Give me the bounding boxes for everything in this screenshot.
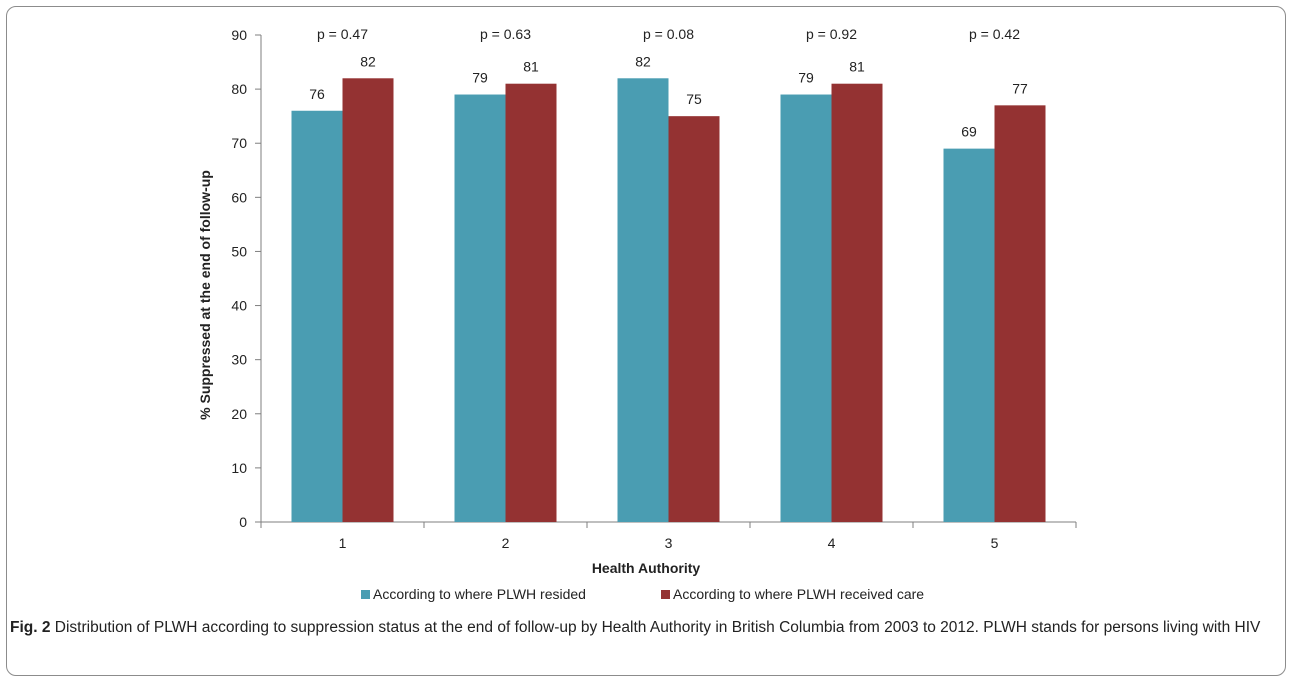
data-label: 82 [635, 53, 651, 69]
x-axis-label: Health Authority [592, 560, 701, 576]
bar-series-2 [831, 83, 883, 522]
bar-series-1 [617, 78, 669, 523]
legend-swatch [361, 590, 370, 599]
legend-label: According to where PLWH resided [373, 586, 586, 602]
data-label: 77 [1012, 80, 1028, 96]
bar-series-1 [943, 148, 995, 522]
y-tick-label: 20 [231, 406, 247, 422]
data-label: 76 [309, 86, 325, 102]
p-value-annotation: p = 0.42 [969, 26, 1020, 42]
data-label: 79 [472, 70, 488, 86]
figure-caption: Fig. 2 Distribution of PLWH according to… [10, 617, 1276, 638]
p-value-annotation: p = 0.92 [806, 26, 857, 42]
x-tick-label: 2 [502, 535, 510, 551]
x-tick-label: 3 [665, 535, 673, 551]
legend-swatch [661, 590, 670, 599]
p-value-annotation: p = 0.63 [480, 26, 531, 42]
bar-series-1 [291, 110, 343, 522]
y-tick-label: 90 [231, 27, 247, 43]
data-label: 75 [686, 91, 702, 107]
data-label: 81 [523, 59, 539, 75]
legend-label: According to where PLWH received care [673, 586, 924, 602]
bar-chart: 0 10 20 30 40 50 60 70 80 90 1 p = 0.47 76 82 2 p = 0.… [197, 26, 1077, 602]
y-tick-label: 10 [231, 460, 247, 476]
y-tick-label: 40 [231, 298, 247, 314]
data-label: 79 [798, 70, 814, 86]
bar-series-2 [505, 83, 557, 522]
bar-series-2 [342, 78, 394, 523]
chart-legend: According to where PLWH resided According… [361, 586, 924, 602]
p-value-annotation: p = 0.08 [643, 26, 694, 42]
data-label: 69 [961, 124, 977, 140]
bar-series-2 [668, 116, 720, 523]
chart-bars [291, 78, 1046, 523]
chart-labels: 1 p = 0.47 76 82 2 p = 0.63 79 81 3 p = 0.08 82 75 4… [309, 26, 1028, 551]
data-label: 82 [360, 53, 376, 69]
y-tick-label: 50 [231, 243, 247, 259]
bar-series-1 [454, 94, 506, 523]
caption-text: Distribution of PLWH according to suppre… [54, 619, 1261, 636]
y-tick-label: 30 [231, 352, 247, 368]
caption-label: Fig. 2 [10, 619, 51, 636]
y-axis-label: % Suppressed at the end of follow-up [197, 170, 213, 420]
y-tick-label: 0 [239, 514, 247, 530]
y-tick-label: 60 [231, 189, 247, 205]
x-tick-label: 1 [339, 535, 347, 551]
p-value-annotation: p = 0.47 [317, 26, 368, 42]
x-tick-label: 4 [828, 535, 836, 551]
y-tick-label: 70 [231, 135, 247, 151]
chart-axes: 0 10 20 30 40 50 60 70 80 90 [231, 27, 1077, 530]
bar-series-2 [994, 105, 1046, 522]
y-tick-label: 80 [231, 81, 247, 97]
bar-series-1 [780, 94, 832, 523]
data-label: 81 [849, 59, 865, 75]
x-tick-label: 5 [991, 535, 999, 551]
